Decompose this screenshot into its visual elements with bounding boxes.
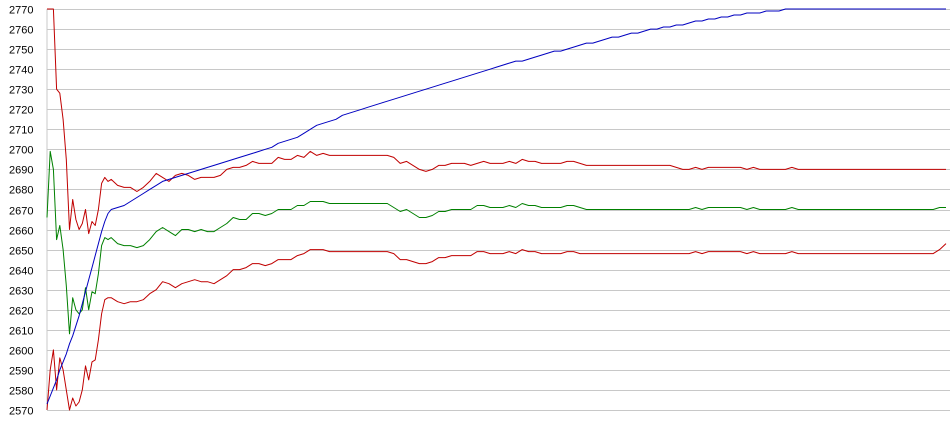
series-line-trend [46,8,946,405]
y-tick-label: 2700 [9,145,33,157]
series-line-middle [46,150,946,335]
y-tick-label: 2720 [9,105,33,117]
y-tick-label: 2650 [9,246,33,258]
y-tick-label: 2770 [9,5,33,17]
y-tick-label: 2750 [9,45,33,57]
y-tick-label: 2630 [9,286,33,298]
y-tick-label: 2590 [9,366,33,378]
y-tick-label: 2610 [9,326,33,338]
y-tick-label: 2600 [9,346,33,358]
y-tick-label: 2680 [9,185,33,197]
series-line-upper [47,8,946,235]
y-tick-labels: 2570 2580 2590 2600 2610 2620 2630 2640 2650 2660… [9,5,33,418]
y-tick-label: 2580 [9,386,33,398]
y-tick-label: 2690 [9,165,33,177]
series-line-lower [46,243,947,411]
y-tick-label: 2570 [9,406,33,418]
y-tick-label: 2660 [9,226,33,238]
y-tick-label: 2640 [9,266,33,278]
series-layer [46,8,947,411]
y-tick-label: 2730 [9,85,33,97]
y-tick-label: 2620 [9,306,33,318]
y-tick-label: 2760 [9,25,33,37]
y-tick-label: 2710 [9,125,33,137]
y-tick-label: 2740 [9,65,33,77]
y-tick-label: 2670 [9,206,33,218]
